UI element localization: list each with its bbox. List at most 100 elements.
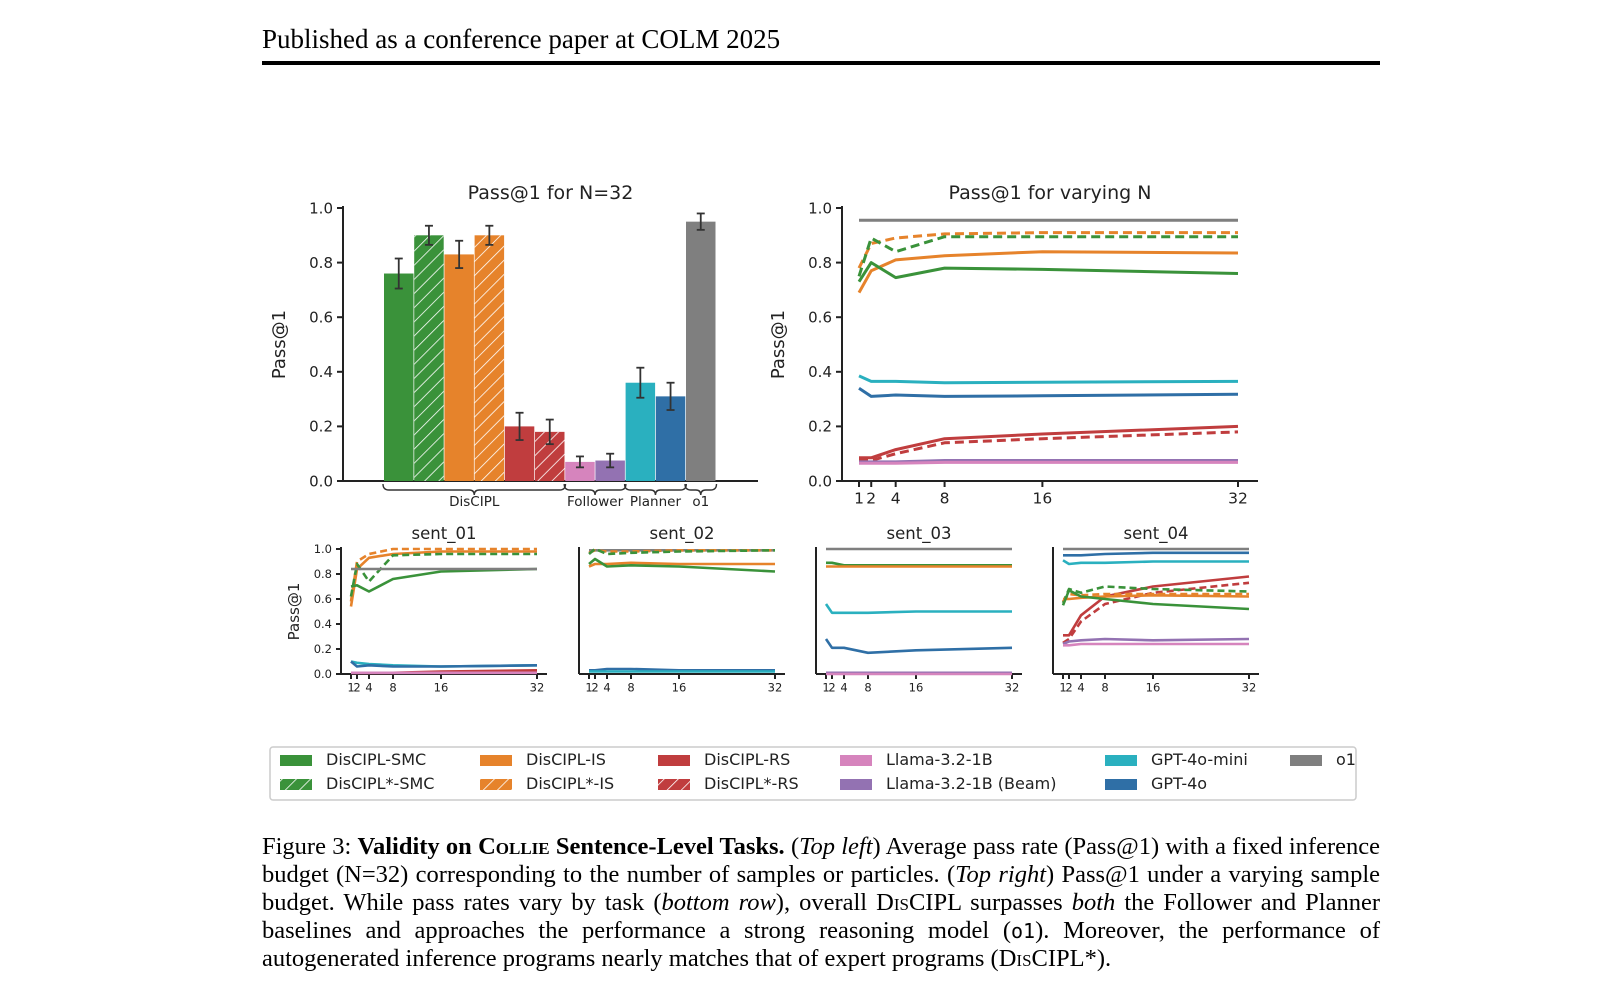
- series-line-discipl-smc: [588, 547, 776, 556]
- legend-label: DisCIPL*-IS: [526, 774, 614, 793]
- bar-fill: [565, 461, 595, 481]
- legend-label: o1: [1336, 750, 1356, 769]
- legend-label: Llama-3.2-1B: [886, 750, 993, 769]
- x-tick-label: 8: [940, 490, 950, 508]
- x-tick-label: 8: [1101, 681, 1108, 695]
- x-tick-label: 4: [840, 681, 847, 695]
- y-tick-label: 0.4: [314, 617, 332, 631]
- legend-swatch: [1290, 755, 1322, 766]
- x-tick-label: 1: [822, 681, 829, 695]
- chart-title: sent_04: [1124, 524, 1189, 544]
- chart-title: sent_01: [412, 524, 477, 544]
- figure-legend: DisCIPL-SMC DisCIPL*-SMC DisCIPL-IS DisCIPL…: [269, 746, 1357, 801]
- legend-swatch: [480, 755, 512, 766]
- series-line-gpt-4o: [824, 638, 1013, 655]
- x-tick-label: 4: [891, 490, 901, 508]
- bar-discipl-is: [444, 239, 474, 481]
- legend-frame: [269, 746, 1357, 801]
- subplot-sent-02: sent_02 12 4 8 16 32: [578, 524, 785, 695]
- caption-title: Validity on Collie Sentence-Level Tasks.: [357, 833, 785, 860]
- bar-fill: [384, 273, 414, 481]
- subplot-sent-04: sent_04 12 4 8 16 32: [1052, 524, 1259, 695]
- x-tick-label: 2: [866, 490, 876, 508]
- x-tick-label: 32: [1242, 681, 1257, 695]
- series-line-discipl-rs: [859, 424, 1239, 460]
- x-tick-label: 4: [1077, 681, 1084, 695]
- legend-swatch: [1105, 755, 1137, 766]
- chart-title: sent_02: [650, 524, 715, 544]
- legend-item-discipl-is: DisCIPL-IS: [480, 750, 606, 769]
- x-tick-label: 16: [909, 681, 924, 695]
- x-tick-label: 32: [1228, 490, 1248, 508]
- series-line-gpt-4o: [589, 667, 775, 672]
- legend-swatch: [1105, 779, 1137, 790]
- x-tick-label: 32: [1005, 681, 1020, 695]
- y-tick-label: 0.0: [309, 472, 333, 490]
- legend-swatch: [840, 779, 872, 790]
- series-line-gpt-4o: [350, 660, 538, 668]
- chart-title: sent_03: [887, 524, 952, 544]
- group-label-o1: o1: [692, 494, 709, 510]
- bar-fill: [686, 221, 716, 481]
- bar-o1: [686, 212, 716, 481]
- figure-3: 0.0 0.2 0.4 0.6 0.8 1.0 Pass@1 for N=32 Pass@1 D…: [269, 182, 1357, 801]
- series-line-discipl-is: [857, 250, 1239, 294]
- page-header: Published as a conference paper at COLM …: [262, 24, 781, 54]
- y-tick-label: 0.8: [309, 254, 333, 272]
- bar-chart-pass-at-1-n32: 0.0 0.2 0.4 0.6 0.8 1.0 Pass@1 for N=32 Pass@1 D…: [269, 182, 758, 510]
- series-line-discipl-smc: [349, 552, 537, 597]
- group-label-follower: Follower: [567, 494, 624, 510]
- series-line-discipl-is: [588, 561, 775, 568]
- x-tick-label: 1: [585, 681, 592, 695]
- legend-swatch-hatch: [658, 779, 690, 790]
- series-line-discipl-smc: [350, 567, 538, 593]
- figure-caption: Figure 3: Validity on Collie Sentence-Le…: [262, 833, 1381, 972]
- series-line-discipl-rs: [1062, 581, 1250, 644]
- bar-discipl-rs: [504, 411, 535, 481]
- series-line-gpt-4o-mini: [858, 374, 1239, 385]
- y-tick-label: 0.6: [309, 308, 333, 326]
- x-tick-label: 4: [603, 681, 610, 695]
- bar-discipl-smc: [384, 257, 414, 481]
- legend-item-discipl-is: DisCIPL*-IS: [480, 774, 614, 793]
- legend-item-llama-3-2-1b-beam: Llama-3.2-1B (Beam): [840, 774, 1056, 793]
- chart-title: Pass@1 for N=32: [468, 182, 634, 204]
- bar-fill: [595, 460, 625, 481]
- legend-swatch-hatch: [280, 779, 312, 790]
- group-label-discipl: DisCIPL: [449, 494, 500, 510]
- series-line-discipl-smc: [857, 235, 1238, 277]
- x-tick-label: 2: [591, 681, 598, 695]
- group-brace: [382, 483, 567, 496]
- bar-discipl-is: [474, 224, 505, 481]
- y-tick-label: 1.0: [314, 542, 332, 556]
- series-line-discipl-is: [1061, 592, 1249, 603]
- bar-discipl-smc: [414, 224, 444, 481]
- chart-title: Pass@1 for varying N: [949, 182, 1152, 204]
- x-tick-label: 8: [389, 681, 396, 695]
- x-tick-label: 2: [828, 681, 835, 695]
- legend-label: DisCIPL*-SMC: [326, 774, 434, 793]
- bar-llama-3-2-1b-beam: [595, 452, 625, 481]
- x-tick-label: 16: [1033, 490, 1053, 508]
- y-tick-label: 0.8: [314, 567, 332, 581]
- y-axis-label: Pass@1: [768, 310, 789, 379]
- series-line-discipl-smc: [857, 261, 1239, 283]
- y-tick-label: 0.0: [314, 667, 332, 681]
- x-tick-label: 8: [627, 681, 634, 695]
- y-tick-label: 0.8: [808, 254, 832, 272]
- legend-item-o1: o1: [1290, 750, 1356, 769]
- bar-hatch: [474, 235, 505, 481]
- x-tick-label: 32: [768, 681, 783, 695]
- caption-label: Figure 3:: [262, 833, 352, 860]
- y-tick-label: 0.6: [808, 308, 832, 326]
- y-axis-label: Pass@1: [269, 310, 290, 379]
- bar-discipl-rs: [535, 418, 565, 481]
- subplot-sent-03: sent_03 12 4 8 16 32: [815, 524, 1022, 695]
- bar-fill: [625, 382, 656, 481]
- series-line-discipl-is: [349, 550, 537, 607]
- bar-llama-3-2-1b: [565, 455, 595, 481]
- series-line-discipl-smc: [1061, 588, 1250, 611]
- header-rule: [262, 61, 1380, 65]
- y-tick-label: 0.4: [808, 363, 832, 381]
- y-tick-label: 0.2: [309, 418, 333, 436]
